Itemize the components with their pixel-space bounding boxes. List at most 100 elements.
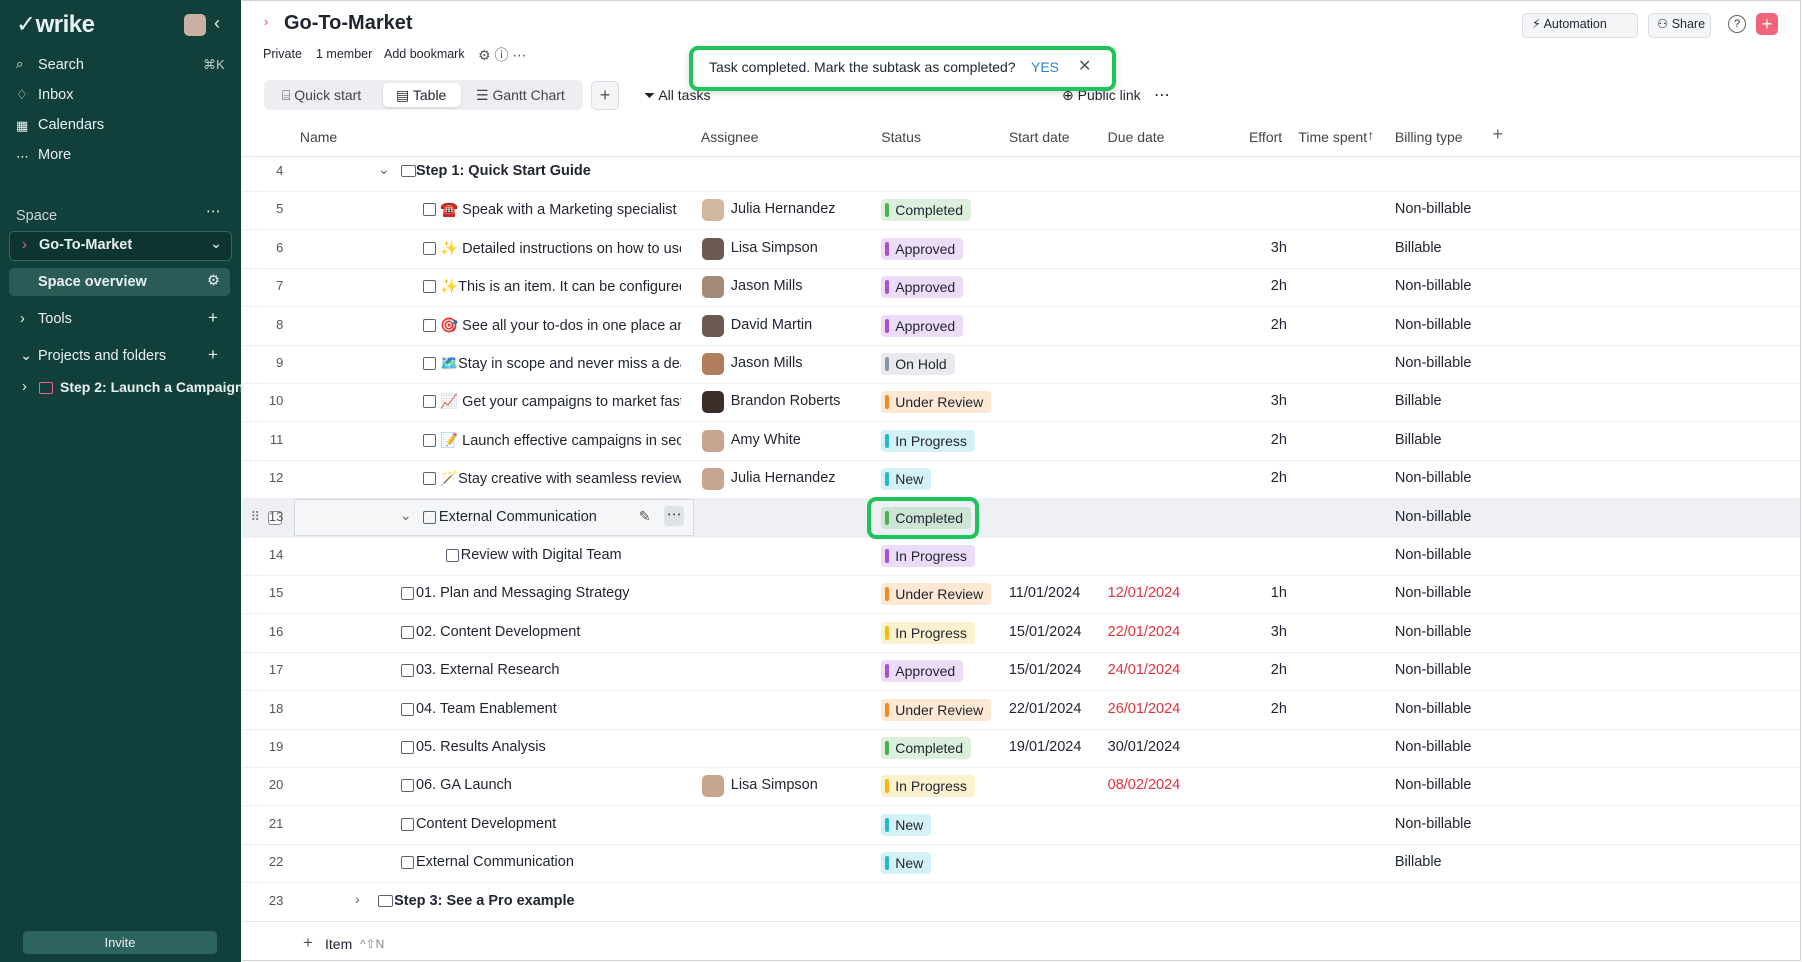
effort[interactable]: 3h: [1270, 239, 1287, 256]
effort[interactable]: 2h: [1270, 431, 1287, 448]
status[interactable]: Completed: [881, 199, 971, 222]
task-name[interactable]: 02. Content Development: [415, 623, 581, 640]
expand-arrow[interactable]: ⌄: [399, 506, 412, 523]
status[interactable]: New: [881, 852, 932, 875]
invite-button[interactable]: Invite: [23, 931, 217, 954]
edit-button[interactable]: ✎: [638, 507, 651, 524]
due-date[interactable]: 08/02/2024: [1107, 777, 1181, 794]
row[interactable]: [242, 806, 1800, 845]
help-button[interactable]: ?: [1728, 15, 1746, 33]
nav-item[interactable]: Space overview: [38, 274, 147, 290]
status[interactable]: Approved: [881, 237, 964, 260]
toast-action[interactable]: YES: [1031, 59, 1060, 75]
row[interactable]: [242, 652, 1800, 692]
task-name[interactable]: ✨ Detailed instructions on how to use th…: [440, 240, 681, 257]
status[interactable]: On Hold: [881, 353, 955, 375]
column-header[interactable]: Billing type: [1394, 129, 1463, 145]
view-tab[interactable]: ▤ Table: [396, 87, 447, 103]
column-header[interactable]: Assignee: [700, 129, 759, 145]
nav-item[interactable]: Inbox: [38, 87, 74, 103]
column-header[interactable]: Effort: [1248, 129, 1283, 145]
row[interactable]: [242, 191, 1800, 231]
billing-type[interactable]: Billable: [1394, 393, 1442, 410]
due-date[interactable]: 22/01/2024: [1107, 623, 1181, 640]
add-column[interactable]: +: [1492, 124, 1504, 144]
start-date[interactable]: 15/01/2024: [1008, 662, 1082, 679]
column-header[interactable]: Start date: [1008, 129, 1070, 145]
billing-type[interactable]: Non-billable: [1394, 739, 1472, 755]
assignee[interactable]: Jason Mills: [730, 355, 803, 371]
billing-type[interactable]: Billable: [1394, 431, 1442, 448]
task-name[interactable]: Step 1: Quick Start Guide: [415, 163, 591, 179]
due-date[interactable]: 30/01/2024: [1107, 739, 1181, 755]
status[interactable]: Approved: [881, 314, 964, 337]
column-header[interactable]: Name: [299, 129, 338, 145]
expand-arrow[interactable]: ›: [355, 890, 360, 907]
task-name[interactable]: Content Development: [415, 815, 557, 832]
view-tab[interactable]: ☰ Gantt Chart: [476, 87, 565, 103]
status[interactable]: In Progress: [881, 775, 975, 798]
task-name[interactable]: 05. Results Analysis: [415, 739, 546, 755]
billing-type[interactable]: Non-billable: [1394, 201, 1472, 218]
task-name[interactable]: 📝 Launch effective campaigns in seconds: [440, 432, 682, 449]
logo[interactable]: ✓wrike: [16, 11, 95, 38]
effort[interactable]: 1h: [1270, 585, 1287, 602]
row[interactable]: [242, 614, 1800, 653]
column-header[interactable]: Time spent: [1298, 129, 1368, 145]
status[interactable]: Under Review: [881, 583, 992, 606]
effort[interactable]: 3h: [1270, 623, 1287, 640]
create-button[interactable]: +: [1756, 13, 1778, 35]
start-date[interactable]: 22/01/2024: [1008, 700, 1082, 717]
start-date[interactable]: 15/01/2024: [1008, 623, 1082, 640]
automation-button[interactable]: [1522, 13, 1638, 38]
billing-type[interactable]: Non-billable: [1394, 508, 1472, 525]
row[interactable]: [242, 767, 1800, 807]
row[interactable]: [242, 729, 1800, 768]
billing-type[interactable]: Non-billable: [1394, 777, 1472, 794]
billing-type[interactable]: Non-billable: [1394, 278, 1472, 295]
start-date[interactable]: 19/01/2024: [1008, 739, 1082, 755]
expand-arrow[interactable]: ⌄: [378, 161, 390, 177]
billing-type[interactable]: Non-billable: [1394, 355, 1472, 371]
task-name[interactable]: 🗺️Stay in scope and never miss a deadlin…: [440, 356, 681, 372]
view-tab[interactable]: ⌸ Quick start: [282, 87, 362, 103]
share-button[interactable]: [1648, 13, 1711, 38]
row[interactable]: [242, 537, 1800, 576]
add-button[interactable]: +: [208, 345, 218, 364]
task-name[interactable]: 🪄Stay creative with seamless review and …: [440, 471, 682, 488]
filter-button[interactable]: ⏷ All tasks: [644, 87, 711, 103]
more-button[interactable]: ⋯: [664, 505, 685, 526]
column-header[interactable]: Due date: [1107, 129, 1165, 145]
task-name[interactable]: Review with Digital Team: [460, 547, 622, 563]
billing-type[interactable]: Billable: [1394, 854, 1442, 871]
status[interactable]: In Progress: [881, 429, 975, 452]
row[interactable]: [242, 383, 1800, 423]
user-avatar[interactable]: [184, 14, 206, 36]
space-name[interactable]: Go-To-Market: [39, 237, 133, 253]
task-name[interactable]: ☎️ Speak with a Marketing specialist if …: [440, 202, 681, 219]
row[interactable]: [242, 230, 1800, 269]
add-bookmark[interactable]: Add bookmark: [384, 47, 465, 61]
due-date[interactable]: 26/01/2024: [1107, 700, 1181, 717]
collapse-button[interactable]: ‹: [214, 13, 220, 33]
project-item[interactable]: Step 2: Launch a Campaign: [60, 379, 244, 395]
effort[interactable]: 2h: [1270, 662, 1287, 679]
nav-item[interactable]: More: [38, 147, 72, 163]
column-header[interactable]: Status: [881, 129, 921, 145]
status[interactable]: New: [881, 813, 932, 836]
task-name[interactable]: 📈 Get your campaigns to market faster: [440, 394, 682, 411]
task-name[interactable]: 🎯 See all your to-dos in one place and p…: [440, 317, 681, 334]
drag-handle[interactable]: ⠿: [250, 508, 260, 524]
row[interactable]: [242, 307, 1800, 346]
settings-icon[interactable]: ⚙: [207, 273, 220, 289]
assignee[interactable]: Amy White: [730, 431, 801, 448]
task-name[interactable]: External Communication: [438, 508, 597, 525]
nav-item[interactable]: Calendars: [38, 117, 105, 133]
meta-icons[interactable]: ⚙ ⓘ ⋯: [478, 47, 527, 63]
task-name[interactable]: Step 3: See a Pro example: [394, 892, 575, 909]
due-date[interactable]: 12/01/2024: [1107, 585, 1181, 602]
row[interactable]: [242, 575, 1800, 615]
add-item[interactable]: Item: [325, 936, 353, 952]
effort[interactable]: 2h: [1270, 470, 1287, 487]
effort[interactable]: 2h: [1270, 700, 1287, 717]
